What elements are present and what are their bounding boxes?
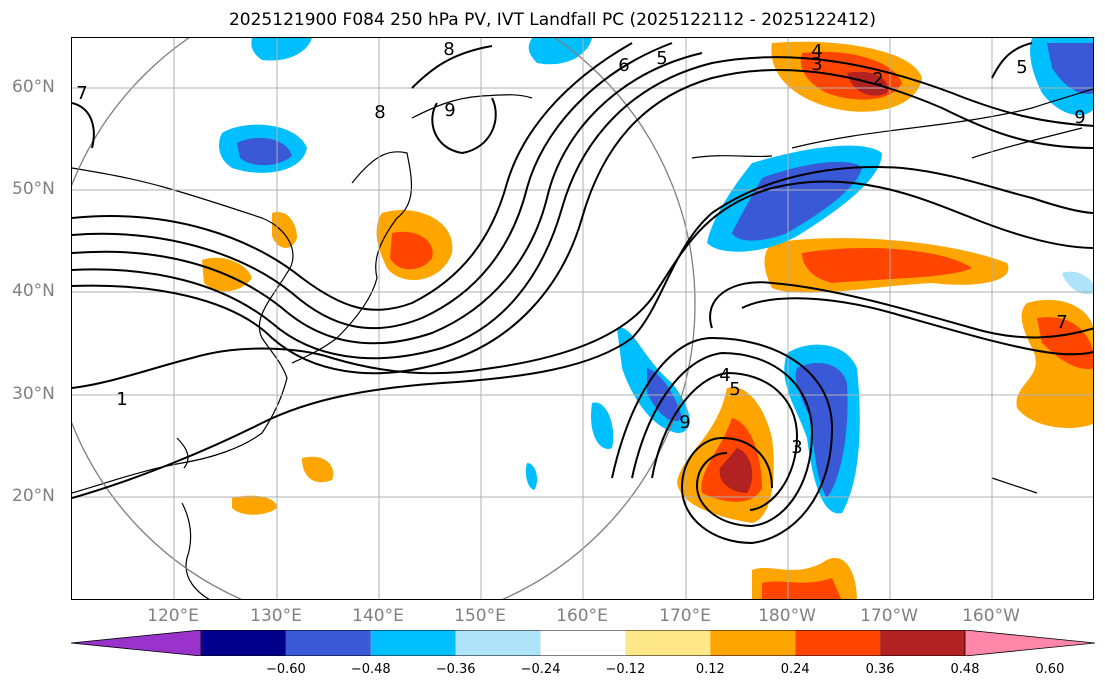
lon-label-130e: 130°E <box>250 606 302 626</box>
contour-label: 9 <box>1074 107 1085 128</box>
lat-label-30n: 30°N <box>12 384 55 404</box>
contour-label: 3 <box>811 54 822 75</box>
contour-label: 5 <box>1016 57 1027 78</box>
colorbar-extend-low <box>71 630 202 656</box>
lat-label-20n: 20°N <box>12 486 55 506</box>
colorbar-segment <box>625 630 711 656</box>
contour-label: 8 <box>443 39 454 60</box>
colorbar-tick-label: 0.24 <box>780 662 810 677</box>
colorbar-tick-label: −0.48 <box>350 662 391 677</box>
colorbar-tick-label: 0.36 <box>865 662 895 677</box>
contour-label: 4 <box>811 41 822 62</box>
colorbar-segment <box>540 630 626 656</box>
contour-label: 7 <box>1056 312 1067 333</box>
contour-label: 5 <box>656 48 667 69</box>
lat-label-40n: 40°N <box>12 281 55 301</box>
colorbar-tick-label: −0.36 <box>435 662 476 677</box>
map-title: 2025121900 F084 250 hPa PV, IVT Landfall… <box>228 10 876 30</box>
contour-label: 6 <box>618 55 629 76</box>
contour-label: 1 <box>116 389 127 410</box>
lon-label-160e: 160°E <box>556 606 608 626</box>
lon-label-120e: 120°E <box>147 606 199 626</box>
contour-label: 8 <box>374 102 385 123</box>
colorbar-tick-label: 0.48 <box>950 662 980 677</box>
contour-label: 5 <box>729 379 740 400</box>
ivt-contours <box>72 42 1093 545</box>
contour-label: 2 <box>872 69 883 90</box>
colorbar-segment <box>370 630 456 656</box>
colorbar-tick-label: −0.60 <box>265 662 306 677</box>
colorbar-segment <box>455 630 541 656</box>
colorbar-tick-label: −0.12 <box>605 662 646 677</box>
colorbar-segment <box>285 630 371 656</box>
lat-label-50n: 50°N <box>12 179 55 199</box>
colorbar-tick-label: −0.24 <box>520 662 561 677</box>
colorbar <box>71 630 1095 656</box>
colorbar-segment <box>880 630 965 656</box>
contour-label: 3 <box>791 437 802 458</box>
pv-positive-anomalies <box>202 41 1093 599</box>
pv-negative-anomalies <box>219 38 1093 514</box>
colorbar-segment <box>795 630 881 656</box>
lon-label-180w: 180°W <box>758 606 816 626</box>
contour-label: 4 <box>719 365 730 386</box>
landfall-circle <box>72 38 696 599</box>
lon-label-140e: 140°E <box>352 606 404 626</box>
colorbar-segment <box>201 630 286 656</box>
lat-label-60n: 60°N <box>12 77 55 97</box>
lon-label-170w: 170°W <box>860 606 918 626</box>
lon-label-160w: 160°W <box>962 606 1020 626</box>
contour-label: 9 <box>444 100 455 121</box>
lon-label-170e: 170°E <box>659 606 711 626</box>
colorbar-segment <box>710 630 796 656</box>
colorbar-tick-label: 0.12 <box>695 662 725 677</box>
colorbar-extend-high <box>964 630 1095 656</box>
contour-label: 9 <box>679 412 690 433</box>
colorbar-tick-label: 0.60 <box>1035 662 1065 677</box>
lon-label-150e: 150°E <box>454 606 506 626</box>
contour-label: 7 <box>76 83 87 104</box>
